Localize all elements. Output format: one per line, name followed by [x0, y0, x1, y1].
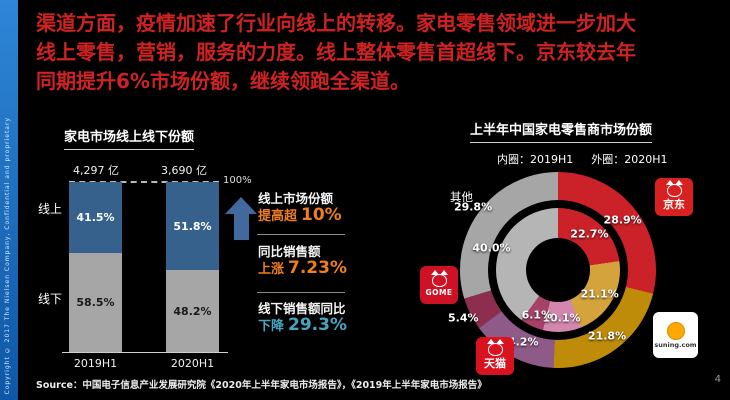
bar-segment-线下-2020H1: 48.2%: [166, 270, 219, 352]
donut-outer-value-京东: 28.9%: [603, 213, 642, 227]
legend-outer-ring: 外圈：2020H1: [591, 153, 668, 166]
bar-segment-value: 41.5%: [76, 210, 115, 224]
stat-yoy-sales-value: 上涨 7.23%: [258, 258, 347, 278]
slide-headline: 渠道方面，疫情加速了行业向线上的转移。家电零售领域进一步加大 线上零售，营销，服…: [36, 9, 636, 96]
bar-chart-title: 家电市场线上线下份额: [64, 126, 195, 150]
jd-logo-text: 京东: [663, 198, 685, 211]
arrow-shaft: [233, 214, 249, 240]
gome-logo-text: GOME: [425, 287, 453, 297]
page-number: 4: [714, 374, 721, 385]
tmall-logo: 天猫: [476, 337, 514, 375]
category-label-2020h1: 2020H1: [170, 357, 215, 370]
divider-line: [257, 292, 345, 293]
stat-online-share-value: 提高超 10%: [258, 205, 342, 225]
stat-prefix: 提高超: [258, 209, 298, 224]
bar-segment-线上-2019H1: 41.5%: [69, 182, 122, 253]
bar-segment-value: 58.5%: [76, 295, 115, 309]
jd-logo: 京东: [655, 178, 693, 216]
bar-total-2019: 4,297 亿: [73, 164, 119, 177]
bar-segment-value: 51.8%: [173, 219, 212, 233]
bar-total-2020: 3,690 亿: [161, 164, 207, 177]
donut-inner-value-其他: 40.0%: [472, 241, 511, 255]
tmall-cat-icon: [486, 339, 504, 356]
headline-line-2: 线上零售，营销，服务的力度。线上整体零售首超线下。京东较去年: [36, 40, 636, 64]
gome-tiger-icon: [430, 269, 448, 287]
jd-dog-icon: [665, 180, 683, 197]
donut-chart: 28.9% 21.8% 14.2% 5.4% 29.8% 22.7% 21.1% 10.1% 6…: [448, 172, 656, 368]
donut-inner-value-苏宁易购: 21.1%: [580, 287, 619, 301]
bar-segment-线上-2020H1: 51.8%: [166, 182, 219, 271]
donut-inner-value-国美: 6.1%: [521, 308, 553, 322]
reference-dashed-line: [69, 181, 219, 183]
x-axis-line: [62, 352, 228, 353]
donut-inner-value-天猫: 10.1%: [542, 311, 581, 325]
arrow-head: [225, 197, 257, 214]
stat-number: 29.3%: [288, 315, 347, 335]
stat-online-share-label: 线上市场份额: [258, 191, 334, 206]
increase-arrow-icon: [225, 197, 257, 240]
reference-line-label: 100%: [223, 175, 252, 186]
donut-chart-title: 上半年中国家电零售商市场份额: [470, 119, 653, 143]
gome-logo: GOME: [420, 266, 458, 304]
stat-number: 7.23%: [288, 258, 347, 278]
headline-line-3: 同期提升6%市场份额，继续领跑全渠道。: [36, 69, 410, 93]
suning-lion-icon: [666, 321, 685, 340]
stat-prefix: 上涨: [258, 262, 285, 277]
stat-number: 10%: [301, 205, 342, 225]
divider-line: [257, 234, 345, 235]
tmall-logo-text: 天猫: [484, 357, 506, 370]
stat-prefix: 下降: [258, 319, 285, 334]
stacked-bar-chart: 41.5% 58.5% 51.8% 48.2%: [69, 182, 219, 352]
donut-outer-value-国美: 5.4%: [447, 311, 479, 325]
donut-outer-value-苏宁易购: 21.8%: [587, 329, 627, 343]
donut-inner-value-京东: 22.7%: [570, 227, 609, 241]
copyright-text: Copyright © 2017 The Nielsen Company, Co…: [4, 116, 11, 394]
source-note: Source：中国电子信息产业发展研究院《2020年上半年家电市场报告》，《20…: [36, 380, 487, 391]
headline-line-1: 渠道方面，疫情加速了行业向线上的转移。家电零售领域进一步加大: [36, 11, 636, 35]
suning-logo: suning.com: [653, 312, 698, 358]
stat-offline-sales-label: 线下销售额同比: [258, 301, 346, 316]
donut-outer-value-其他: 29.8%: [453, 200, 493, 214]
series-label-online: 线上: [38, 202, 63, 216]
bar-segment-value: 48.2%: [173, 304, 212, 318]
side-strip: Copyright © 2017 The Nielsen Company, Co…: [0, 0, 18, 400]
bar-segment-线下-2019H1: 58.5%: [69, 252, 122, 352]
donut-category-others-label: 其他: [450, 190, 473, 204]
stat-offline-sales-value: 下降 29.3%: [258, 315, 347, 335]
stat-yoy-sales-label: 同比销售额: [258, 244, 321, 259]
category-label-2019h1: 2019H1: [73, 357, 118, 370]
suning-logo-text: suning.com: [654, 340, 697, 349]
stacked-bar-2019H1: 41.5% 58.5%: [69, 182, 122, 352]
donut-legend: 内圈：2019H1 外圈：2020H1: [497, 151, 668, 167]
stacked-bar-2020H1: 51.8% 48.2%: [166, 182, 219, 352]
series-label-offline: 线下: [38, 292, 63, 306]
legend-inner-ring: 内圈：2019H1: [497, 153, 574, 166]
donut-center-hole: [526, 238, 590, 302]
